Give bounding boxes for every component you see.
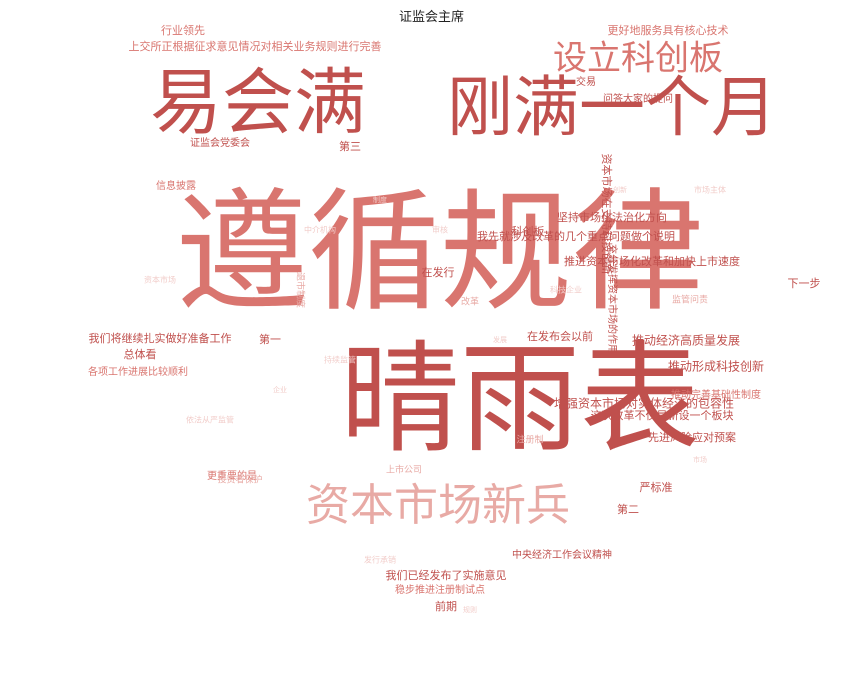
word-15: 行业领先 (161, 24, 205, 37)
word-26: 第二 (617, 502, 639, 516)
word-7: 推动经济高质量发展 (632, 333, 740, 348)
word-21: 在发行 (422, 265, 455, 279)
word-20: 在发布会以前 (527, 329, 593, 343)
chart-title: 证监会主席 (398, 10, 464, 25)
word-43: 退市制度 (295, 272, 307, 308)
word-33: 问答大家的提问 (603, 92, 673, 105)
word-56: 市场 (693, 455, 707, 464)
word-39: 中央经济工作会议精神 (512, 548, 612, 561)
word-49: 市场主体 (694, 185, 726, 195)
word-54: 资本市场 (144, 275, 176, 285)
word-10: 增强资本市场对实体经济的包容性 (554, 396, 734, 411)
word-2: 晴雨表 (340, 331, 700, 470)
word-34: 证监会党委会 (190, 136, 250, 149)
word-44: 监管问责 (672, 294, 708, 306)
word-9: 资本市场在支持科技创新 (600, 154, 614, 275)
word-6: 设立科创板 (553, 39, 723, 79)
word-16: 我先就涉及改革的几个重点问题做个说明 (477, 229, 675, 243)
word-57: 企业 (273, 385, 287, 394)
word-25: 严标准 (640, 480, 673, 494)
word-40: 充分发挥资本市场的作用 (606, 244, 619, 354)
word-42: 上市公司 (386, 464, 422, 476)
word-53: 审核 (432, 225, 448, 235)
word-17: 坚持市场化法治化方向 (557, 210, 667, 224)
word-30: 我们已经发布了实施意见 (386, 568, 507, 582)
word-14: 更好地服务具有核心技术 (608, 23, 729, 37)
word-27: 第三 (339, 139, 361, 153)
word-19: 先进风险应对预案 (648, 430, 736, 444)
word-5: 资本市场新兵 (306, 480, 570, 531)
word-8: 推动形成科技创新 (668, 359, 764, 374)
word-29: 科创板 (512, 224, 545, 238)
word-45: 改革 (461, 296, 479, 308)
word-58: 创新 (613, 185, 627, 194)
word-12: 推进资本市场化改革和加快上市速度 (564, 254, 740, 268)
word-4: 刚满一个月 (447, 69, 777, 146)
word-35: 交易 (576, 75, 596, 88)
word-24: 前期 (435, 599, 457, 613)
word-46: 注册制 (516, 434, 543, 446)
word-51: 中介机构 (304, 225, 336, 235)
word-28: 第一 (259, 332, 281, 346)
word-52: 科技企业 (550, 285, 582, 295)
word-22: 下一步 (788, 277, 821, 290)
word-37: 各项工作进展比较顺利 (88, 365, 188, 378)
word-41: 投资者保护 (217, 474, 262, 486)
word-11: 我们将继续扎实做好准备工作 (89, 331, 232, 345)
word-3: 易会满 (150, 61, 366, 145)
word-23: 总体看 (124, 347, 157, 361)
word-55: 规则 (463, 605, 477, 614)
word-59: 制度 (373, 195, 387, 204)
word-18: 这次改革不仅是新设一个板块 (591, 408, 734, 422)
word-60: 发展 (493, 335, 507, 344)
word-31: 稳步推进注册制试点 (395, 583, 485, 596)
word-50: 持续监管 (324, 355, 356, 365)
word-38: 更重要的是 (207, 469, 257, 482)
word-48: 发行承销 (364, 555, 396, 565)
word-36: 信息披露 (156, 179, 196, 192)
word-47: 依法从严监管 (186, 415, 234, 425)
word-1: 遵循规律 (176, 176, 704, 330)
word-13: 上交所正根据征求意见情况对相关业务规则进行完善 (129, 39, 382, 53)
word-32: 推动完善基础性制度 (671, 388, 761, 401)
